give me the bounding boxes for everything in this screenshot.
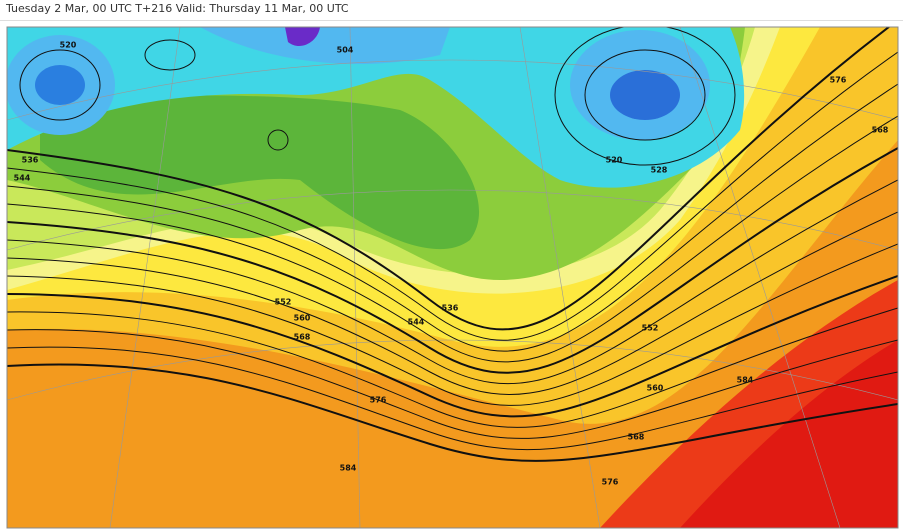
- contour-line: [7, 211, 898, 395]
- contour-label: 520: [60, 41, 77, 50]
- contour-label: 536: [442, 304, 459, 313]
- contour-label: 568: [872, 126, 889, 135]
- contour-label: 576: [370, 396, 387, 405]
- contour-label: 504: [337, 46, 354, 55]
- field: [285, 27, 320, 47]
- field: [40, 95, 480, 250]
- contour-line: [7, 346, 898, 451]
- contour-line: [7, 275, 898, 418]
- contour-line: [584, 49, 706, 141]
- contour-line: [7, 179, 898, 385]
- contour-line: [7, 243, 898, 406]
- contour-line: [554, 27, 736, 166]
- contour-label: 576: [830, 76, 847, 85]
- map-fields: [7, 27, 898, 528]
- contour-line: [7, 147, 898, 374]
- contour-line: [7, 363, 898, 462]
- contour-label: 552: [275, 298, 292, 307]
- graticule: [7, 27, 898, 528]
- contour-line: [7, 27, 891, 331]
- contour-label: 560: [294, 314, 311, 323]
- contour-label: 544: [408, 318, 425, 327]
- header-title: Tuesday 2 Mar, 00 UTC T+216 Valid: Thurs…: [6, 2, 349, 15]
- contour-labels: 5205045365445525605685765845205285365445…: [14, 41, 889, 487]
- contour-label: 528: [651, 166, 668, 175]
- field: [680, 340, 898, 528]
- contour-label: 520: [606, 156, 623, 165]
- contour-label: 560: [647, 384, 664, 393]
- map-frame: [6, 26, 899, 529]
- contour-line: [7, 115, 898, 363]
- contour-line: [7, 307, 898, 428]
- header-rule: [0, 20, 903, 21]
- contour-label: 584: [340, 464, 357, 473]
- contour-line: [7, 83, 898, 352]
- contour-label: 584: [737, 376, 754, 385]
- contours: [7, 27, 898, 462]
- field: [200, 27, 450, 65]
- contour-label: 568: [628, 433, 645, 442]
- contour-line: [144, 39, 196, 71]
- contour-line: [7, 329, 898, 439]
- contour-label: 544: [14, 174, 31, 183]
- field: [7, 27, 745, 188]
- contour-line: [7, 51, 898, 341]
- field: [610, 70, 680, 120]
- contour-label: 568: [294, 333, 311, 342]
- contour-label: 576: [602, 478, 619, 487]
- contour-line: [19, 49, 101, 121]
- field: [35, 65, 85, 105]
- contour-label: 536: [22, 156, 39, 165]
- contour-line: [267, 129, 289, 151]
- contour-label: 552: [642, 324, 659, 333]
